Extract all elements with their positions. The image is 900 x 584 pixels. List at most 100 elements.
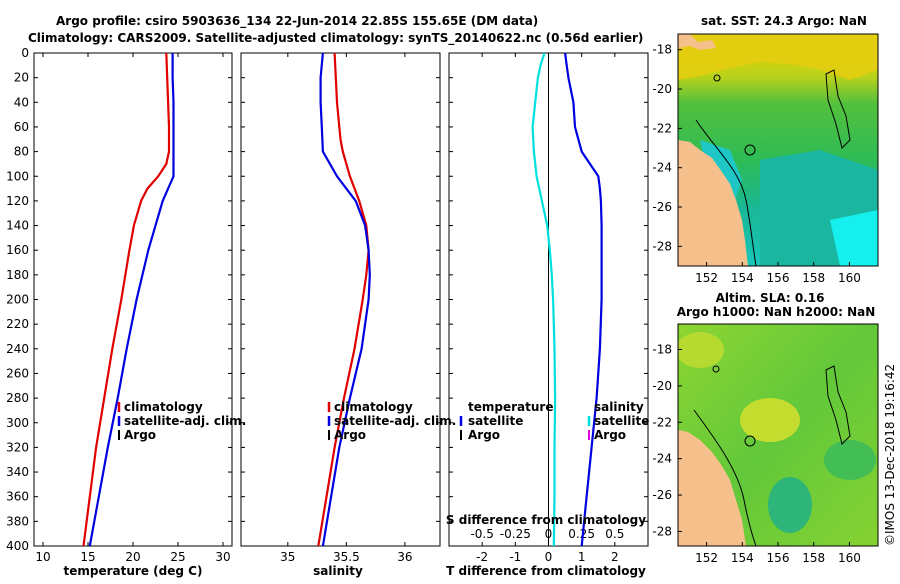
series-line-satellite-adj-clim- <box>319 52 371 547</box>
lat-tick-label: -22 <box>652 415 672 429</box>
x2-tick-label: 0.25 <box>568 527 595 541</box>
contour-seamount <box>744 435 756 447</box>
legend-label-satellite: satellite <box>468 414 523 428</box>
difference-legend-right: salinity satellite Argo <box>587 400 649 442</box>
difference-xlabel2: S difference from climatology <box>446 513 646 527</box>
depth-tick-label: 240 <box>6 342 29 356</box>
lat-tick-label: -24 <box>652 161 672 175</box>
sst-map-title: sat. SST: 24.3 Argo: NaN <box>701 14 867 28</box>
lon-tick-label: 156 <box>767 271 790 285</box>
x-tick-label: 35 <box>280 550 295 564</box>
x-tick-label: 10 <box>35 550 50 564</box>
x2-tick-label: -0.5 <box>470 527 493 541</box>
x-tick-label: -1 <box>509 550 521 564</box>
lat-tick-label: -28 <box>652 524 672 538</box>
footer-stamp: ©IMOS 13-Dec-2018 19:16:42 <box>883 364 897 546</box>
contour-seamount <box>744 144 756 156</box>
lat-tick-label: -20 <box>652 379 672 393</box>
sst-cyan-patch <box>830 210 878 266</box>
lat-tick-label: -26 <box>652 488 672 502</box>
land-north <box>678 34 716 50</box>
depth-tick-label: 200 <box>6 293 29 307</box>
sla-map <box>678 324 878 546</box>
legend-label-salinity: salinity <box>594 400 644 414</box>
temperature-legend: climatology satellite-adj. clim. Argo <box>117 400 246 442</box>
lon-tick-label: 158 <box>802 551 825 565</box>
sla-map-title-1: Altim. SLA: 0.16 <box>716 291 825 305</box>
contour-reef <box>825 69 851 149</box>
depth-tick-label: 280 <box>6 391 29 405</box>
x-tick-label: 1 <box>578 550 586 564</box>
x2-tick-label: 0.5 <box>605 527 624 541</box>
legend-label-argo: Argo <box>334 428 366 442</box>
salinity-xlabel: salinity <box>313 564 363 578</box>
series-line-temperature-satellite <box>564 52 603 547</box>
depth-tick-label: 100 <box>6 169 29 183</box>
depth-tick-label: 340 <box>6 465 29 479</box>
depth-tick-label: 400 <box>6 539 29 553</box>
lon-tick-label: 154 <box>731 551 754 565</box>
contour <box>695 119 757 266</box>
salinity-panel <box>240 52 441 547</box>
depth-tick-label: 20 <box>14 71 29 85</box>
lon-tick-label: 154 <box>731 271 754 285</box>
lon-tick-label: 156 <box>767 551 790 565</box>
depth-tick-label: 40 <box>14 95 29 109</box>
legend-label-satellite: satellite-adj. clim. <box>334 414 456 428</box>
x-tick-label: 35.5 <box>333 550 360 564</box>
salinity-legend: climatology satellite-adj. clim. Argo <box>327 400 456 442</box>
contour <box>693 409 757 546</box>
legend-label-argo: Argo <box>468 428 500 442</box>
depth-tick-label: 320 <box>6 440 29 454</box>
lon-tick-label: 160 <box>838 271 861 285</box>
depth-tick-label: 60 <box>14 120 29 134</box>
depth-tick-label: 380 <box>6 514 29 528</box>
lat-tick-label: -26 <box>652 200 672 214</box>
legend-label-argo: Argo <box>124 428 156 442</box>
lon-tick-label: 152 <box>695 551 718 565</box>
x-tick-label: 30 <box>215 550 230 564</box>
series-line-climatology <box>317 52 370 547</box>
x-tick-label: 0 <box>545 550 553 564</box>
legend-label-argo: Argo <box>594 428 626 442</box>
lat-tick-label: -18 <box>652 342 672 356</box>
x2-tick-label: -0.25 <box>500 527 531 541</box>
series-line-satellite-adj-clim- <box>88 53 175 547</box>
sla-map-title-2: Argo h1000: NaN h2000: NaN <box>677 305 876 319</box>
temperature-xlabel: temperature (deg C) <box>64 564 203 578</box>
plot-layer: 0204060801001201401601802002202402602803… <box>6 46 648 564</box>
legend-label-temperature: temperature <box>468 400 553 414</box>
lat-tick-label: -18 <box>652 43 672 57</box>
lat-tick-label: -22 <box>652 121 672 135</box>
lon-tick-label: 160 <box>838 551 861 565</box>
title-line-2: Climatology: CARS2009. Satellite-adjuste… <box>28 31 643 46</box>
sla-high-patch <box>678 332 724 368</box>
x-tick-label: 25 <box>170 550 185 564</box>
x-tick-label: 2 <box>611 550 619 564</box>
depth-tick-label: 180 <box>6 268 29 282</box>
lat-tick-label: -20 <box>652 82 672 96</box>
contour-island <box>712 365 720 373</box>
title-line-1: Argo profile: csiro 5903636_134 22-Jun-2… <box>56 14 538 29</box>
legend-label-satellite: satellite-adj. clim. <box>124 414 246 428</box>
series-line-salinity-satellite <box>531 52 557 547</box>
depth-tick-label: 160 <box>6 243 29 257</box>
temperature-panel <box>33 52 233 547</box>
land <box>678 140 748 266</box>
x-tick-label: -2 <box>476 550 488 564</box>
contour-reef <box>825 365 851 445</box>
sla-low-patch <box>824 440 876 480</box>
legend-label-satellite: satellite <box>594 414 649 428</box>
x-tick-label: 15 <box>80 550 95 564</box>
contour-island <box>713 74 721 82</box>
depth-tick-label: 360 <box>6 490 29 504</box>
lon-tick-label: 152 <box>695 271 718 285</box>
depth-tick-label: 260 <box>6 366 29 380</box>
sst-warm-patch <box>678 34 878 80</box>
series-line-climatology <box>82 52 171 547</box>
lat-tick-label: -28 <box>652 239 672 253</box>
sla-high-patch <box>740 398 800 442</box>
depth-tick-label: 120 <box>6 194 29 208</box>
legend-label-climatology: climatology <box>334 400 413 414</box>
lon-tick-label: 158 <box>802 271 825 285</box>
